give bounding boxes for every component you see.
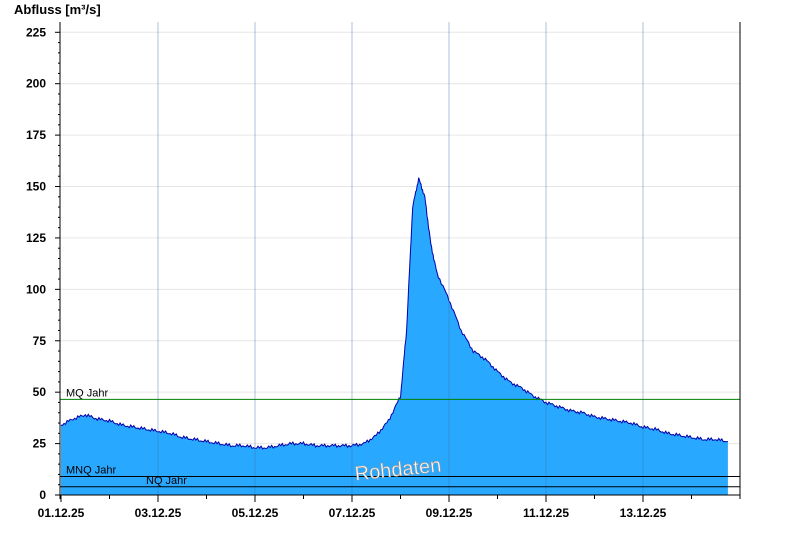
discharge-series-line — [60, 177, 728, 450]
y-tick-label: 25 — [33, 437, 47, 451]
y-tick-label: 175 — [26, 128, 46, 142]
reference-lines: MQ Jahr MNQ Jahr NQ Jahr — [60, 387, 740, 488]
y-tick-label: 100 — [26, 282, 46, 296]
y-tick-label: 125 — [26, 231, 46, 245]
y-tick-label: 50 — [33, 385, 47, 399]
vertical-grid-lines — [157, 22, 644, 495]
x-tick-label: 07.12.25 — [329, 506, 376, 520]
y-tick-label: 75 — [33, 334, 47, 348]
reference-line-label: MQ Jahr — [66, 387, 109, 399]
x-tick-label: 03.12.25 — [135, 506, 182, 520]
y-axis-title: Abfluss [m³/s] — [14, 2, 101, 17]
x-tick-label: 11.12.25 — [523, 506, 569, 520]
x-tick-label: 13.12.25 — [620, 506, 667, 520]
x-tick-labels: 01.12.25 03.12.25 05.12.25 07.12.25 09.12.25… — [38, 495, 741, 520]
grid-lines — [60, 31, 740, 445]
discharge-area — [60, 177, 728, 495]
axes — [56, 22, 741, 499]
x-tick-label: 05.12.25 — [232, 506, 279, 520]
reference-line-label: NQ Jahr — [146, 475, 187, 487]
y-tick-label: 150 — [26, 180, 46, 194]
y-tick-label: 225 — [26, 25, 46, 39]
x-tick-label: 09.12.25 — [426, 506, 473, 520]
y-tick-label: 200 — [26, 77, 46, 91]
reference-line-label: MNQ Jahr — [66, 464, 116, 476]
y-tick-labels: 0 25 50 75 100 125 150 175 200 225 — [26, 25, 60, 502]
discharge-area-fill — [61, 177, 728, 495]
y-tick-label: 0 — [39, 488, 46, 502]
x-tick-label: 01.12.25 — [38, 506, 85, 520]
